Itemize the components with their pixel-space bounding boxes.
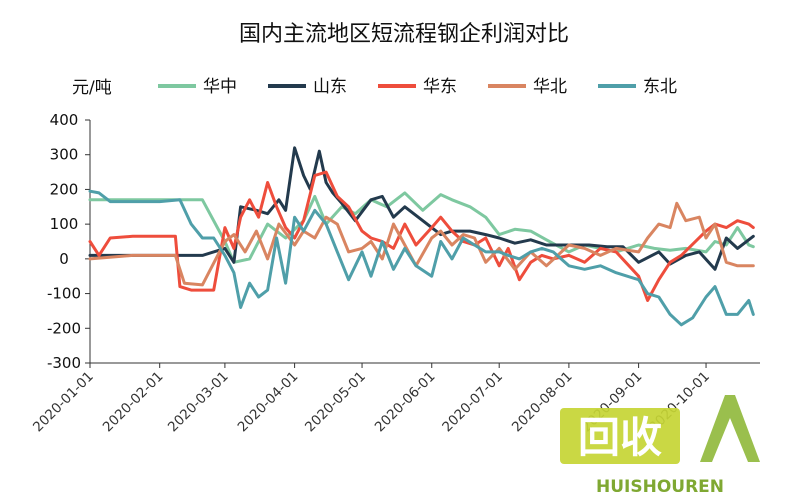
series-lines <box>88 146 755 327</box>
y-tick-label: 100 <box>50 215 79 233</box>
legend-label: 华中 <box>203 77 237 97</box>
y-tick-label: -100 <box>47 285 81 303</box>
legend-label: 山东 <box>313 77 347 97</box>
legend-label: 华北 <box>533 77 567 97</box>
y-tick-label: -200 <box>47 319 81 337</box>
series-line <box>88 189 755 327</box>
watermark-brand-text: HUISHOUREN <box>596 477 724 497</box>
series-line <box>88 170 755 302</box>
watermark-badge <box>560 408 680 464</box>
x-tick-label: 2020-04-01 <box>235 369 302 436</box>
y-axis-unit-label: 元/吨 <box>72 78 112 98</box>
y-tick-label: 200 <box>50 180 79 198</box>
axes <box>89 120 760 364</box>
watermark-badge-text: 回收 <box>578 413 662 462</box>
x-tick-label: 2020-06-01 <box>372 369 439 436</box>
y-tick-label: -300 <box>47 354 81 372</box>
legend: 华中 山东 华东 华北 东北 <box>158 77 677 97</box>
chart-title: 国内主流地区短流程钢企利润对比 <box>239 22 569 47</box>
watermark-arrow-icon <box>700 395 760 462</box>
legend-label: 东北 <box>643 77 677 97</box>
watermark-logo: 回收 HUISHOUREN <box>560 395 760 497</box>
series-line <box>88 201 755 287</box>
y-ticks: 400 300 200 100 0 -100 -200 -300 <box>47 111 90 372</box>
series-line <box>88 191 755 264</box>
y-tick-label: 0 <box>59 250 69 268</box>
legend-label: 华东 <box>423 77 457 97</box>
x-tick-label: 2020-02-01 <box>100 369 167 436</box>
x-tick-label: 2020-07-01 <box>439 369 506 436</box>
y-tick-label: 300 <box>50 146 79 164</box>
x-tick-label: 2020-05-01 <box>302 369 369 436</box>
x-tick-label: 2020-01-01 <box>30 369 97 436</box>
x-tick-label: 2020-03-01 <box>165 369 232 436</box>
y-tick-label: 400 <box>50 111 79 129</box>
